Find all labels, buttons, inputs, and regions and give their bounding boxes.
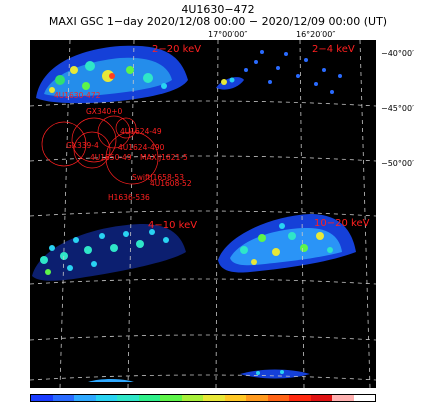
colorbar-segment xyxy=(95,395,117,401)
sky-map: 2−20 keV 2−4 keV 4−10 keV 10−20 keV 4U16… xyxy=(30,40,376,388)
source-label: SwiftJ1658-53 xyxy=(132,173,184,182)
colorbar-segment xyxy=(267,395,289,401)
source-label: 4U1608-52 xyxy=(150,179,192,188)
colorbar-segment xyxy=(203,395,225,401)
colorbar-segment xyxy=(181,395,203,401)
bottom-strip-image xyxy=(88,369,310,382)
colorbar-segment xyxy=(246,395,268,401)
colorbar-segment xyxy=(289,395,311,401)
band-label-bottom-right: 10−20 keV xyxy=(314,218,370,229)
band-label-bottom-left: 4−10 keV xyxy=(148,220,197,231)
colorbar-segment xyxy=(31,395,53,401)
panel-top-left-image xyxy=(36,45,188,104)
coordinate-grid xyxy=(30,40,376,388)
colorbar-segment xyxy=(160,395,182,401)
ra-label-17h: 17°00′00″ xyxy=(208,30,248,39)
colorbar-segment xyxy=(332,395,354,401)
source-circles xyxy=(41,115,159,185)
source-label: 4U1630-472 xyxy=(54,91,101,100)
source-labels: 4U1630-472 GX340+0 4U1624-49 GX339-4 4U1… xyxy=(54,91,192,202)
source-label: 4U1624-490 xyxy=(118,143,165,152)
source-label: 4U1624-49 xyxy=(120,127,162,136)
colorbar-segment xyxy=(138,395,160,401)
colorbar-segment xyxy=(353,395,375,401)
colorbar-segment xyxy=(310,395,332,401)
source-title: 4U1630−472 xyxy=(181,3,255,16)
colorbar-segment xyxy=(52,395,74,401)
source-label: 4U1650-49 xyxy=(90,153,132,162)
dec-label-40: −40°00′ xyxy=(381,49,414,58)
intensity-colorbar xyxy=(30,394,376,402)
source-label: MAXIJ1621-5 xyxy=(140,153,188,162)
panel-bottom-right-image xyxy=(218,214,356,273)
source-label: GX340+0 xyxy=(86,107,123,116)
band-label-top-left: 2−20 keV xyxy=(152,44,201,55)
source-label: GX339-4 xyxy=(66,141,99,150)
observation-title: MAXI GSC 1−day 2020/12/08 00:00 − 2020/1… xyxy=(48,15,388,28)
dec-label-50: −50°00′ xyxy=(381,159,414,168)
colorbar-segment xyxy=(117,395,139,401)
dec-label-45: −45°00′ xyxy=(381,104,414,113)
panel-bottom-left-image xyxy=(32,223,186,281)
colorbar-segment xyxy=(74,395,96,401)
band-label-top-right: 2−4 keV xyxy=(312,44,355,55)
panel-top-right-image xyxy=(216,50,342,94)
colorbar-segment xyxy=(224,395,246,401)
ra-label-16h20: 16°20′00″ xyxy=(296,30,336,39)
source-label: H1636-536 xyxy=(108,193,150,202)
